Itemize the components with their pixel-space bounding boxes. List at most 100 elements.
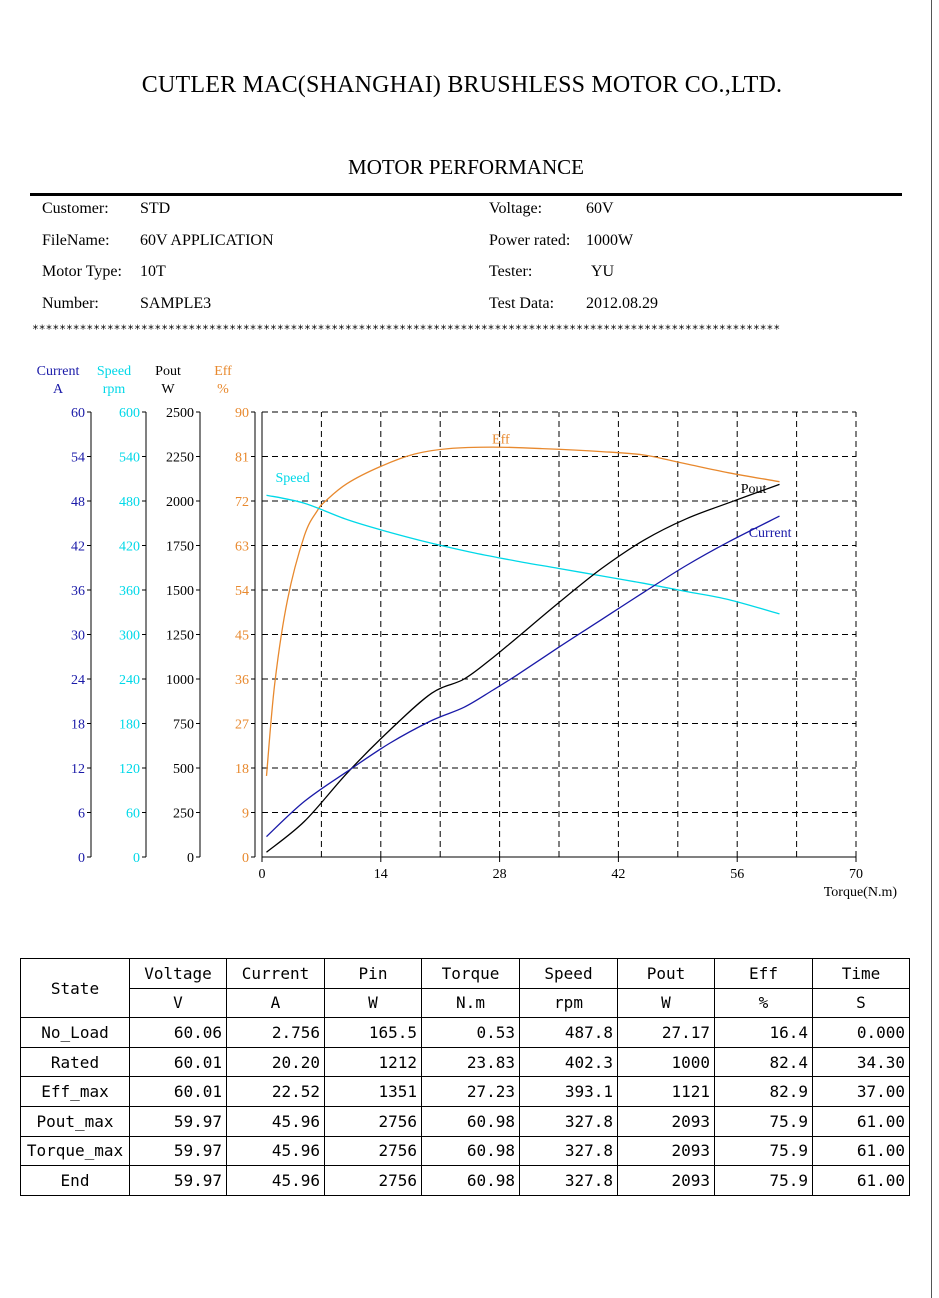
cell-torque: 0.53 [421, 1017, 520, 1048]
cell-voltage: 59.97 [129, 1165, 227, 1196]
x-tick-label: 70 [849, 867, 863, 882]
number-label: Number: [42, 295, 99, 312]
table-unit-row: V A W N.m rpm W % S [21, 987, 910, 1019]
y-tick-label-speed: 420 [119, 540, 140, 555]
col-header-pin: Pin [324, 958, 422, 989]
y-tick-label-pout: 1750 [166, 540, 194, 555]
cell-speed: 487.8 [519, 1017, 618, 1048]
series-line-speed [266, 494, 780, 615]
cell-state: Pout_max [20, 1105, 130, 1137]
y-tick-label-eff: 18 [235, 762, 249, 777]
cell-eff: 82.4 [714, 1046, 813, 1078]
cell-state: End [20, 1165, 130, 1196]
test-date-value: 2012.08.29 [586, 295, 658, 312]
series-line-pout [266, 483, 780, 853]
motor-type-value: 10T [140, 263, 166, 280]
col-header-eff: Eff [714, 958, 813, 989]
axis-title-pout: Pout [155, 364, 181, 379]
y-tick-label-speed: 540 [119, 451, 140, 466]
col-header-state: State [20, 957, 130, 1019]
unit-torque: N.m [421, 987, 520, 1019]
cell-pout: 1121 [617, 1076, 715, 1107]
cell-pin: 1351 [324, 1076, 422, 1107]
y-tick-label-eff: 81 [235, 451, 249, 466]
col-header-current: Current [226, 958, 325, 989]
cell-eff: 75.9 [714, 1135, 813, 1167]
y-tick-label-pout: 2500 [166, 406, 194, 421]
cell-eff: 16.4 [714, 1017, 813, 1048]
cell-pout: 2093 [617, 1165, 715, 1196]
number-value: SAMPLE3 [140, 295, 212, 312]
filename-value: 60V APPLICATION [140, 232, 274, 249]
y-tick-label-pout: 2250 [166, 451, 194, 466]
voltage-value: 60V [586, 200, 614, 217]
col-header-torque: Torque [421, 958, 520, 989]
cell-current: 22.52 [226, 1076, 325, 1107]
cell-speed: 327.8 [519, 1105, 618, 1137]
cell-current: 2.756 [226, 1017, 325, 1048]
voltage-label: Voltage: [489, 200, 543, 217]
cell-eff: 75.9 [714, 1165, 813, 1196]
curve-label-eff: Eff [492, 433, 510, 448]
x-tick-label: 0 [259, 867, 266, 882]
y-tick-label-speed: 120 [119, 762, 140, 777]
cell-torque: 60.98 [421, 1135, 520, 1167]
curve-label-current: Current [749, 526, 792, 541]
cell-voltage: 60.01 [129, 1046, 227, 1078]
series-line-eff [265, 446, 780, 776]
y-tick-label-speed: 360 [119, 584, 140, 599]
page-border [931, 0, 932, 1298]
table-row: Eff_max 60.01 22.52 1351 27.23 393.1 112… [20, 1076, 910, 1107]
y-tick-label-current: 6 [78, 807, 85, 822]
tester-label: Tester: [489, 263, 533, 280]
y-tick-label-pout: 1500 [166, 584, 194, 599]
y-tick-label-eff: 54 [235, 584, 249, 599]
customer-value: STD [140, 200, 171, 217]
separator-stars: ****************************************… [32, 323, 781, 336]
cell-pin: 2756 [324, 1105, 422, 1137]
tester-value: YU [591, 263, 615, 280]
axis-unit-speed: rpm [103, 382, 126, 397]
cell-pin: 2756 [324, 1165, 422, 1196]
y-tick-label-current: 18 [71, 718, 85, 733]
y-tick-label-eff: 90 [235, 406, 249, 421]
unit-current: A [226, 987, 325, 1019]
col-header-voltage: Voltage [129, 958, 227, 989]
series-line-current [266, 515, 780, 838]
x-tick-label: 14 [374, 867, 388, 882]
y-tick-label-pout: 250 [173, 807, 194, 822]
y-tick-label-eff: 36 [235, 673, 249, 688]
cell-pin: 1212 [324, 1046, 422, 1078]
y-tick-label-current: 48 [71, 495, 85, 510]
cell-voltage: 59.97 [129, 1105, 227, 1137]
cell-voltage: 60.06 [129, 1017, 227, 1048]
cell-speed: 327.8 [519, 1165, 618, 1196]
y-tick-label-eff: 63 [235, 540, 249, 555]
y-tick-label-current: 42 [71, 540, 85, 555]
y-tick-label-current: 30 [71, 629, 85, 644]
y-tick-label-speed: 300 [119, 629, 140, 644]
table-row: End 59.97 45.96 2756 60.98 327.8 2093 75… [20, 1165, 910, 1196]
cell-state: Rated [20, 1046, 130, 1078]
company-name: CUTLER MAC(SHANGHAI) BRUSHLESS MOTOR CO.… [141, 72, 783, 98]
cell-torque: 27.23 [421, 1076, 520, 1107]
y-tick-label-current: 60 [71, 406, 85, 421]
unit-pout: W [617, 987, 715, 1019]
table-row: Pout_max 59.97 45.96 2756 60.98 327.8 20… [20, 1105, 910, 1137]
cell-state: No_Load [20, 1017, 130, 1048]
y-tick-label-pout: 1000 [166, 673, 194, 688]
cell-current: 45.96 [226, 1105, 325, 1137]
curve-label-pout: Pout [741, 482, 767, 497]
cell-pout: 27.17 [617, 1017, 715, 1048]
x-tick-label: 28 [493, 867, 507, 882]
cell-torque: 60.98 [421, 1165, 520, 1196]
y-tick-label-speed: 60 [126, 807, 140, 822]
y-tick-label-eff: 27 [235, 718, 249, 733]
report-title: MOTOR PERFORMANCE [348, 155, 584, 179]
y-tick-label-speed: 180 [119, 718, 140, 733]
cell-eff: 75.9 [714, 1105, 813, 1137]
cell-pin: 165.5 [324, 1017, 422, 1048]
cell-state: Torque_max [20, 1135, 130, 1167]
col-header-speed: Speed [519, 958, 618, 989]
cell-speed: 393.1 [519, 1076, 618, 1107]
